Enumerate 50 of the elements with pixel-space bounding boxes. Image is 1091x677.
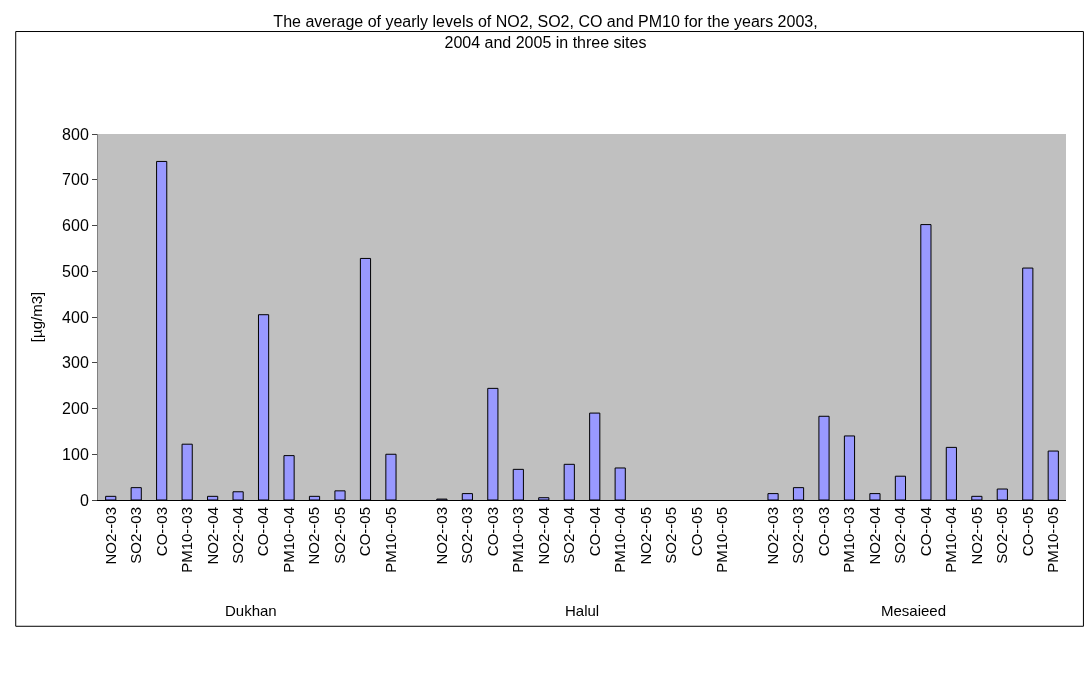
x-tick-label: NO2--03: [432, 507, 450, 565]
text: Mesaieed: [881, 602, 947, 619]
x-tick-label: SO2--03: [127, 507, 145, 564]
x-tick-label: NO2--03: [101, 507, 119, 565]
x-tick-label: CO--03: [483, 507, 501, 557]
x-tick-label: CO--05: [687, 507, 705, 557]
text: Halul: [565, 602, 600, 619]
x-tick-label: CO--05: [356, 507, 374, 557]
x-tick-label: PM10--03: [178, 507, 196, 573]
y-tick-label: 100: [62, 445, 89, 463]
x-tick-label: SO2--04: [560, 507, 578, 564]
x-tick-label: PM10--04: [942, 507, 960, 573]
x-tick-label: SO2--05: [993, 507, 1011, 564]
y-tick-label: 600: [62, 217, 89, 235]
x-tick-label: CO--04: [254, 507, 272, 557]
x-tick-label: PM10--05: [712, 507, 730, 573]
y-tick-label: 700: [62, 171, 89, 189]
y-tick-label: 500: [62, 262, 89, 280]
x-tick-label: NO2--05: [967, 507, 985, 565]
x-tick-label: NO2--05: [305, 507, 323, 565]
chart-title: The average of yearly levels of NO2, SO2, CO and PM10 for the years 2003, 2004 and 2005 in three sites: [273, 13, 818, 51]
y-axis-title: [µg/m3]: [28, 291, 46, 343]
x-tick-label: CO--03: [814, 507, 832, 557]
x-tick-label: SO2--04: [228, 507, 246, 564]
x-tick-label: PM10--05: [1044, 507, 1062, 573]
text: Dukhan: [225, 602, 277, 619]
y-tick-label: 800: [62, 125, 89, 143]
x-tick-label: PM10--05: [381, 507, 399, 573]
x-tick-label: PM10--03: [509, 507, 527, 573]
x-tick-label: NO2--04: [203, 507, 221, 565]
x-tick-label: CO--04: [585, 507, 603, 557]
x-tick-label: SO2--04: [891, 507, 909, 564]
x-tick-label: NO2--05: [636, 507, 654, 565]
x-tick-label: CO--04: [916, 507, 934, 557]
x-tick-label: SO2--03: [789, 507, 807, 564]
x-tick-label: SO2--05: [330, 507, 348, 564]
y-tick-label: 200: [62, 400, 89, 418]
x-tick-label: SO2--05: [662, 507, 680, 564]
x-tick-label: SO2--03: [458, 507, 476, 564]
y-tick-label: 400: [62, 308, 89, 326]
x-tick-label: CO--03: [152, 507, 170, 557]
x-tick-label: PM10--04: [611, 507, 629, 573]
x-tick-label: NO2--03: [763, 507, 781, 565]
x-tick-label: PM10--04: [279, 507, 297, 573]
y-tick-label: 0: [79, 491, 89, 509]
x-tick-label: NO2--04: [865, 507, 883, 565]
x-tick-label: CO--05: [1018, 507, 1036, 557]
y-tick-label: 300: [62, 354, 89, 372]
x-tick-label: NO2--04: [534, 507, 552, 565]
x-tick-label: PM10--03: [840, 507, 858, 573]
